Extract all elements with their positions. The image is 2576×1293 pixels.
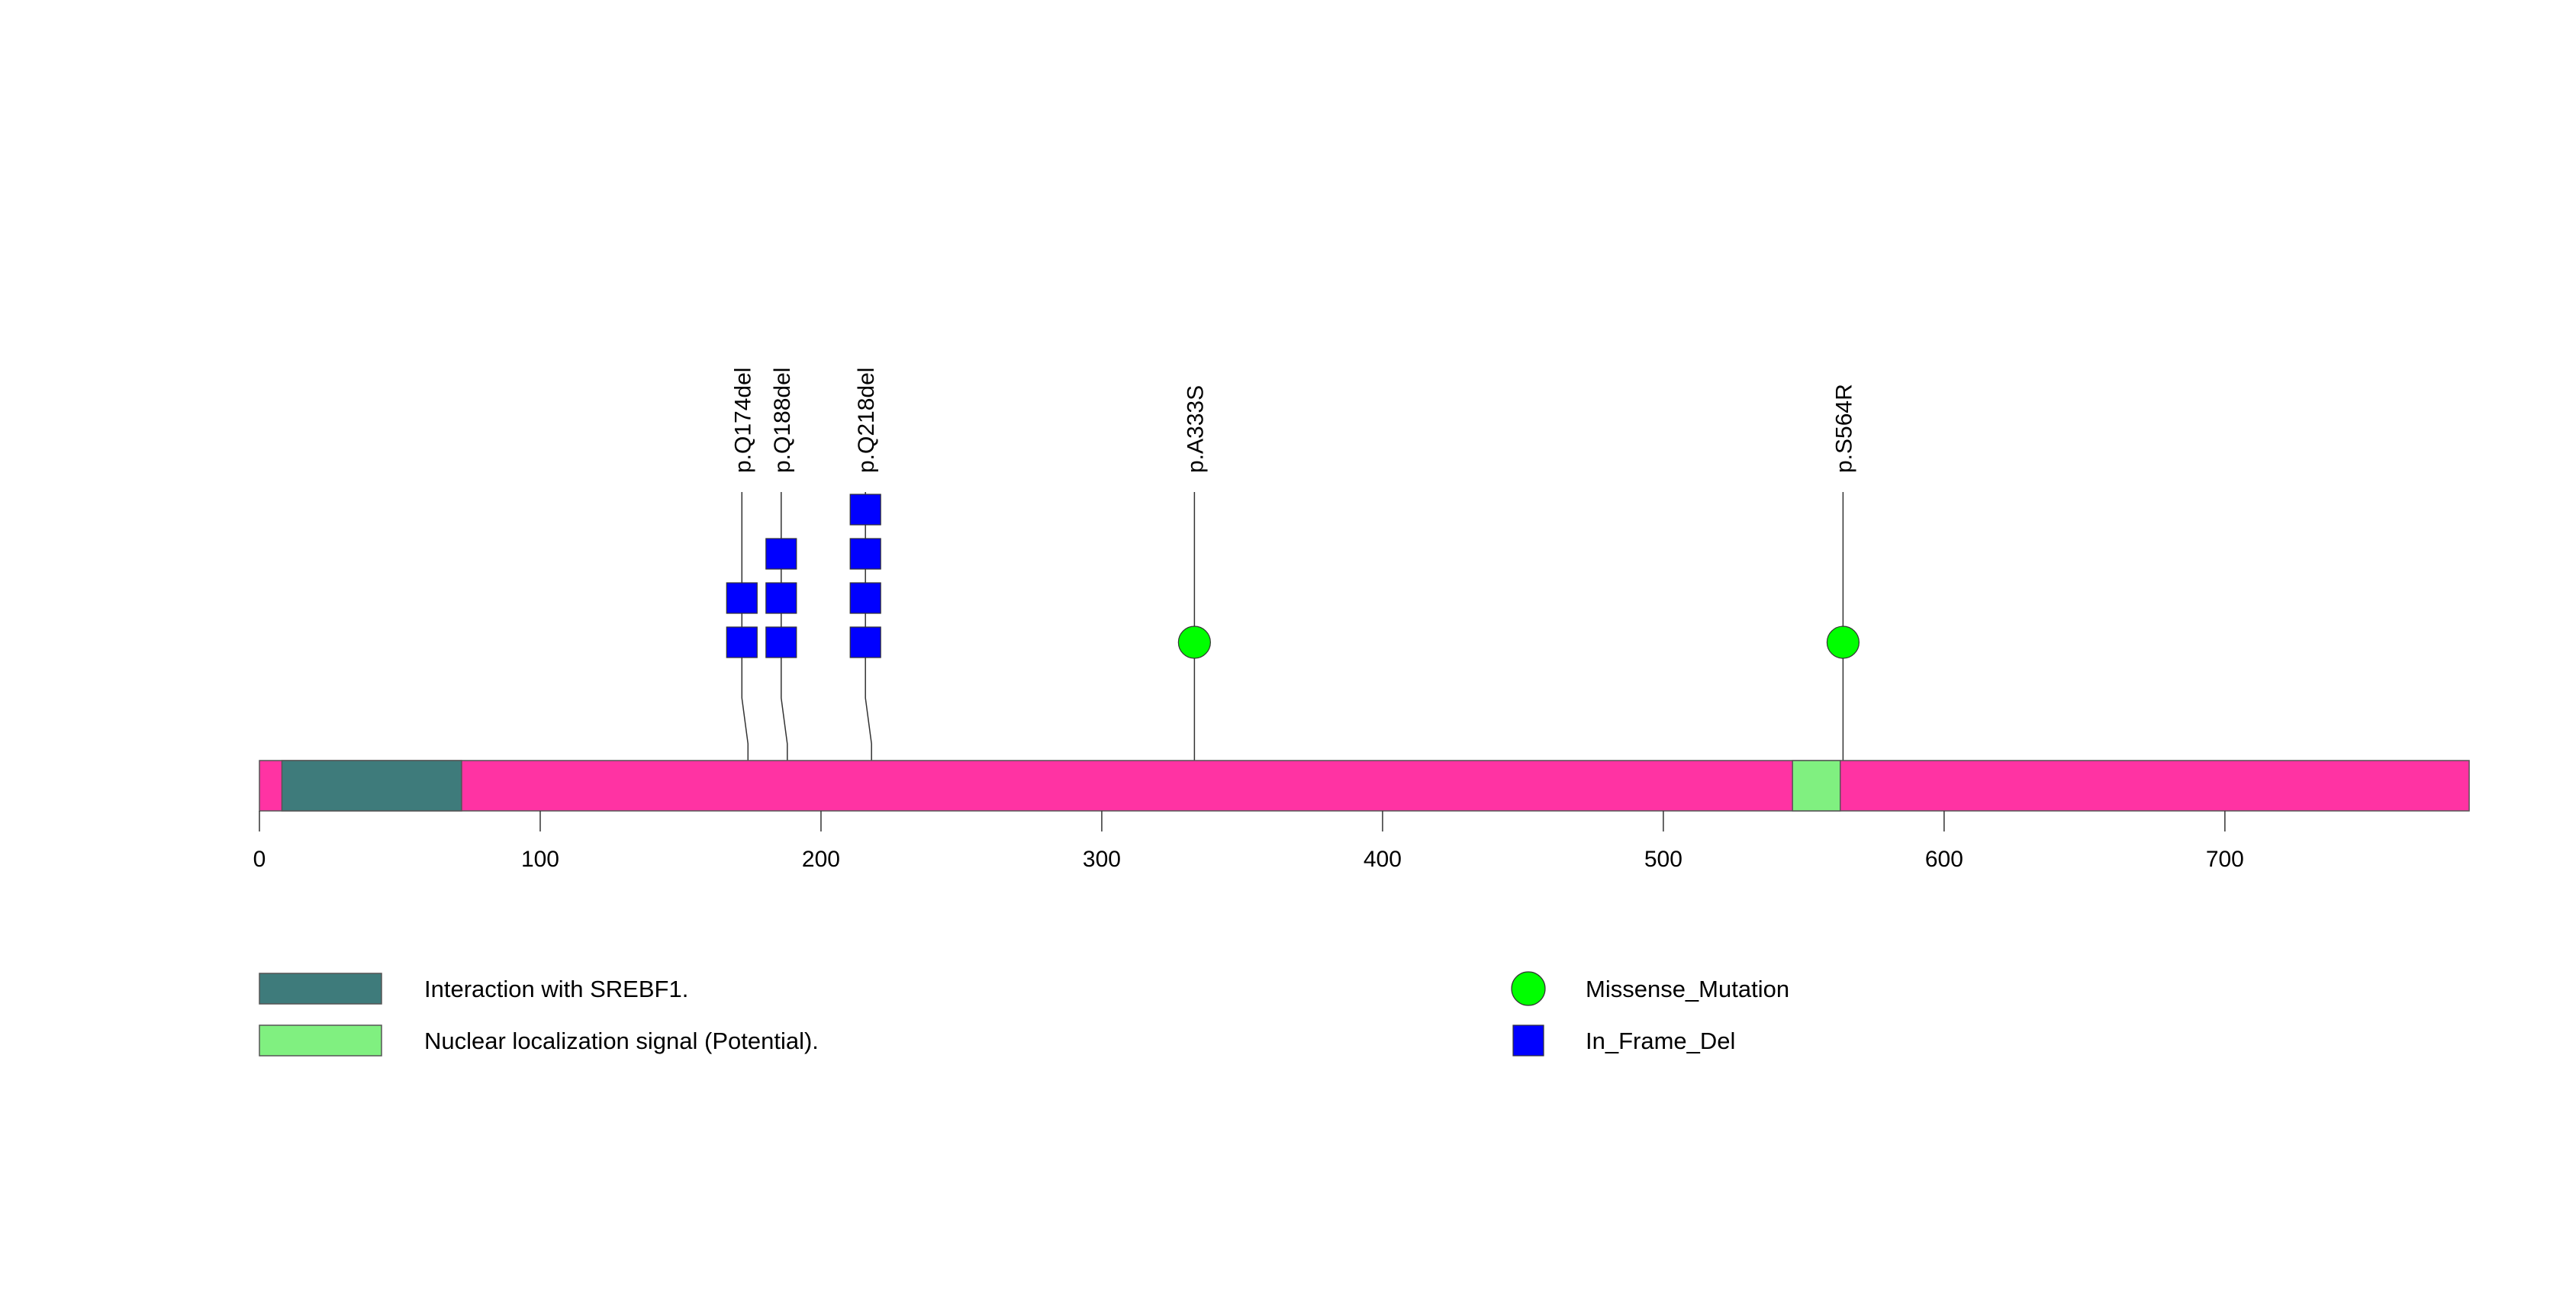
tick-label-200: 200 [802,847,840,872]
legend-label-nuclear-localization-signal-potential: Nuclear localization signal (Potential). [424,1028,819,1054]
legend-swatch-nuclear-localization-signal-potential [259,1024,382,1057]
tick-label-0: 0 [253,847,266,872]
marker-p-a333s [1177,626,1211,659]
mutation-labels: p.Q174del p.Q188del p.Q218del p.A333S p.S564… [730,368,1856,473]
tick-label-100: 100 [521,847,559,872]
protein-backbone-layer [259,760,2470,812]
legend-symbol-in-frame-del [1512,1024,1544,1057]
mutation-label-p-s564r: p.S564R [1831,384,1856,473]
marker-p-q218del [849,538,881,570]
marker-p-q174del [726,626,758,658]
legend-label-missense-mutation: Missense_Mutation [1586,976,1789,1002]
marker-p-s564r [1826,626,1860,659]
tick-label-500: 500 [1644,847,1682,872]
marker-p-q218del [849,494,881,526]
legend-swatch-interaction-with-srebf1 [259,973,382,1005]
marker-p-q218del [849,626,881,658]
marker-p-q188del [765,538,797,570]
tick-label-700: 700 [2206,847,2244,872]
legend-symbol-missense-mutation [1511,971,1546,1006]
marker-p-q174del [726,582,758,614]
mutation-markers [726,494,1860,659]
legend-label-interaction-with-srebf1: Interaction with SREBF1. [424,976,688,1002]
position-axis: 0 100 200 300 400 500 600 700 [253,811,2244,872]
tick-label-300: 300 [1083,847,1121,872]
mutation-label-p-q218del: p.Q218del [854,368,879,473]
legend: Interaction with SREBF1. Nuclear localiza… [259,971,1789,1057]
mutation-label-p-q188del: p.Q188del [770,368,795,473]
tick-label-400: 400 [1364,847,1402,872]
marker-p-q188del [765,582,797,614]
mutation-label-p-a333s: p.A333S [1183,385,1208,473]
mutation-label-p-q174del: p.Q174del [730,368,755,473]
protein-backbone [259,760,2470,812]
tick-label-600: 600 [1925,847,1963,872]
legend-label-in-frame-del: In_Frame_Del [1586,1028,1735,1054]
domain-interaction-with-srebf1 [281,760,462,812]
marker-p-q188del [765,626,797,658]
marker-p-q218del [849,582,881,614]
domain-nuclear-localization-signal-potential [1792,760,1841,812]
